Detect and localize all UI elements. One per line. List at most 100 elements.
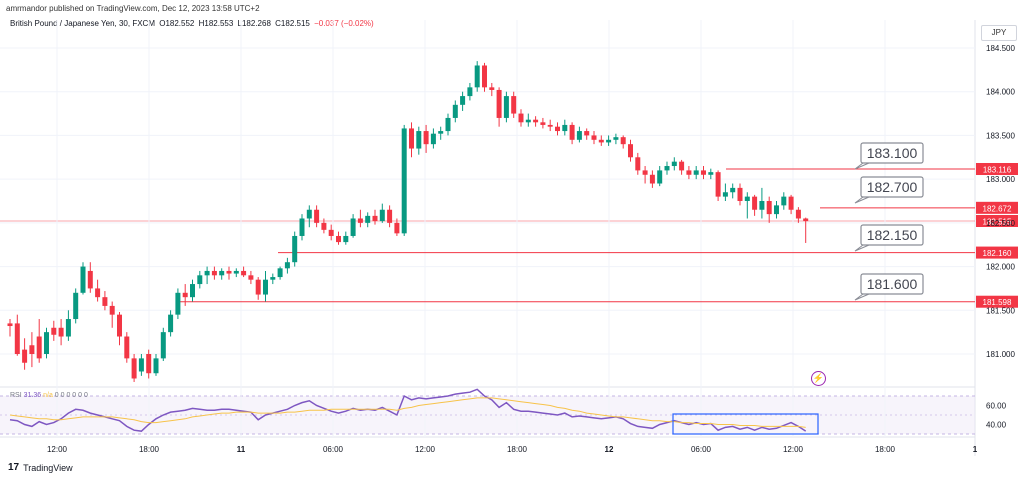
candle-body — [452, 104, 458, 118]
candle-body — [306, 209, 312, 219]
callout-box — [860, 176, 924, 198]
candle-body — [58, 327, 64, 337]
candle-body — [664, 166, 670, 171]
candle-body — [350, 218, 356, 236]
symbol-legend[interactable]: British Pound / Japanese Yen, 30, FXCM O… — [10, 19, 376, 28]
candle-body — [379, 209, 385, 222]
tradingview-logo[interactable]: 17 TradingView — [8, 462, 73, 473]
candle-body — [36, 336, 42, 359]
candle-body — [401, 128, 407, 234]
candle-body — [51, 327, 57, 335]
candle-body — [416, 131, 422, 149]
time-tick-label: 06:00 — [323, 445, 344, 454]
candle-body — [671, 161, 677, 167]
price-tick-label: 183.500 — [986, 131, 1015, 140]
candle-body — [29, 345, 35, 354]
callout-pointer — [854, 162, 870, 170]
callout-box — [860, 142, 924, 164]
candle-body — [693, 170, 699, 175]
callout-pointer — [854, 196, 870, 204]
candle-body — [263, 279, 268, 295]
callout-label: 182.150 — [867, 227, 918, 243]
rsi-title: RSI — [10, 392, 22, 399]
callout-pointer — [854, 244, 870, 252]
candle-body — [124, 336, 130, 359]
level-axis-label: 182.160 — [983, 249, 1012, 258]
candle-body — [22, 349, 28, 363]
candle-body — [635, 157, 641, 171]
candle-body — [781, 196, 787, 206]
candle-body — [628, 144, 633, 158]
time-axis[interactable]: 12:00 18:00 11 06:00 12:00 18:00 12 06:00 12:00 1… — [47, 445, 978, 454]
price-tick-label: 184.500 — [986, 44, 1015, 53]
candle-body — [328, 229, 334, 236]
candle-body — [226, 270, 232, 274]
lightning-icon[interactable]: ⚡ — [811, 371, 826, 386]
ohlc-open: O182.552 — [159, 19, 195, 28]
candle-body — [467, 87, 473, 97]
price-tick-label: 182.000 — [986, 263, 1015, 272]
time-tick-label: 12 — [605, 445, 614, 454]
time-tick-label: 18:00 — [507, 445, 528, 454]
candle-body — [14, 323, 20, 354]
candle-body — [547, 124, 553, 127]
candle-body — [679, 161, 685, 171]
candle-body — [555, 126, 560, 132]
rsi-value: 31.36 — [23, 392, 42, 399]
time-tick-label: 06:00 — [691, 445, 712, 454]
candle-body — [766, 201, 772, 215]
candle-body — [540, 122, 546, 125]
ohlc-change: −0.037 (−0.02%) — [314, 19, 374, 28]
candle-body — [131, 358, 137, 379]
rsi-legend[interactable]: RSI 31.36 n/a 0 0 0 0 0 0 — [10, 392, 88, 399]
candle-body — [503, 96, 509, 118]
callout-label: 181.600 — [867, 276, 918, 292]
candle-body — [606, 139, 612, 143]
candle-body — [314, 209, 320, 223]
last-price-tag — [976, 215, 1018, 227]
time-tick-label: 18:00 — [139, 445, 160, 454]
candle-body — [241, 270, 247, 276]
candle-body — [394, 222, 400, 234]
level-axis-label: 183.116 — [983, 166, 1012, 175]
candle-body — [387, 209, 393, 223]
candle-body — [7, 323, 13, 327]
time-tick-label: 1 — [973, 445, 978, 454]
candle-body — [102, 297, 108, 306]
time-tick-label: 11 — [237, 445, 246, 454]
candle-body — [204, 270, 210, 276]
candle-body — [233, 270, 239, 274]
ohlc-high: H182.553 — [198, 19, 234, 28]
candle-body — [219, 270, 225, 276]
candle-body — [533, 119, 539, 123]
candle-body — [73, 292, 79, 320]
candle-body — [182, 292, 188, 298]
candle-body — [430, 133, 436, 145]
candle-body — [774, 205, 779, 215]
candle-body — [474, 65, 480, 88]
price-tick-label: 184.000 — [986, 88, 1015, 97]
candle-body — [190, 284, 195, 298]
candle-body — [482, 65, 487, 88]
candle-body — [722, 192, 728, 197]
candle-body — [146, 354, 152, 374]
currency-button[interactable]: JPY — [981, 25, 1017, 41]
callout-box — [860, 224, 924, 246]
candle-body — [292, 235, 298, 263]
rsi-highlight-box — [672, 413, 819, 435]
candle-body — [153, 358, 159, 374]
time-tick-label: 12:00 — [415, 445, 436, 454]
candle-body — [160, 332, 166, 359]
level-axis-tag — [976, 246, 1018, 259]
price-axis[interactable]: 184.500 184.000 183.500 183.000 182.500 182.0… — [986, 44, 1015, 430]
grid-layer — [0, 20, 975, 437]
level-axis-tag — [976, 295, 1018, 308]
price-tick-label: 181.500 — [986, 306, 1015, 315]
brand-name: TradingView — [23, 462, 73, 473]
rsi-zeros: 0 0 0 0 0 0 — [54, 392, 88, 399]
price-tick-label: 182.500 — [986, 219, 1015, 228]
candle-body — [372, 215, 378, 222]
candle-body — [117, 314, 122, 337]
candle-body — [642, 170, 648, 175]
